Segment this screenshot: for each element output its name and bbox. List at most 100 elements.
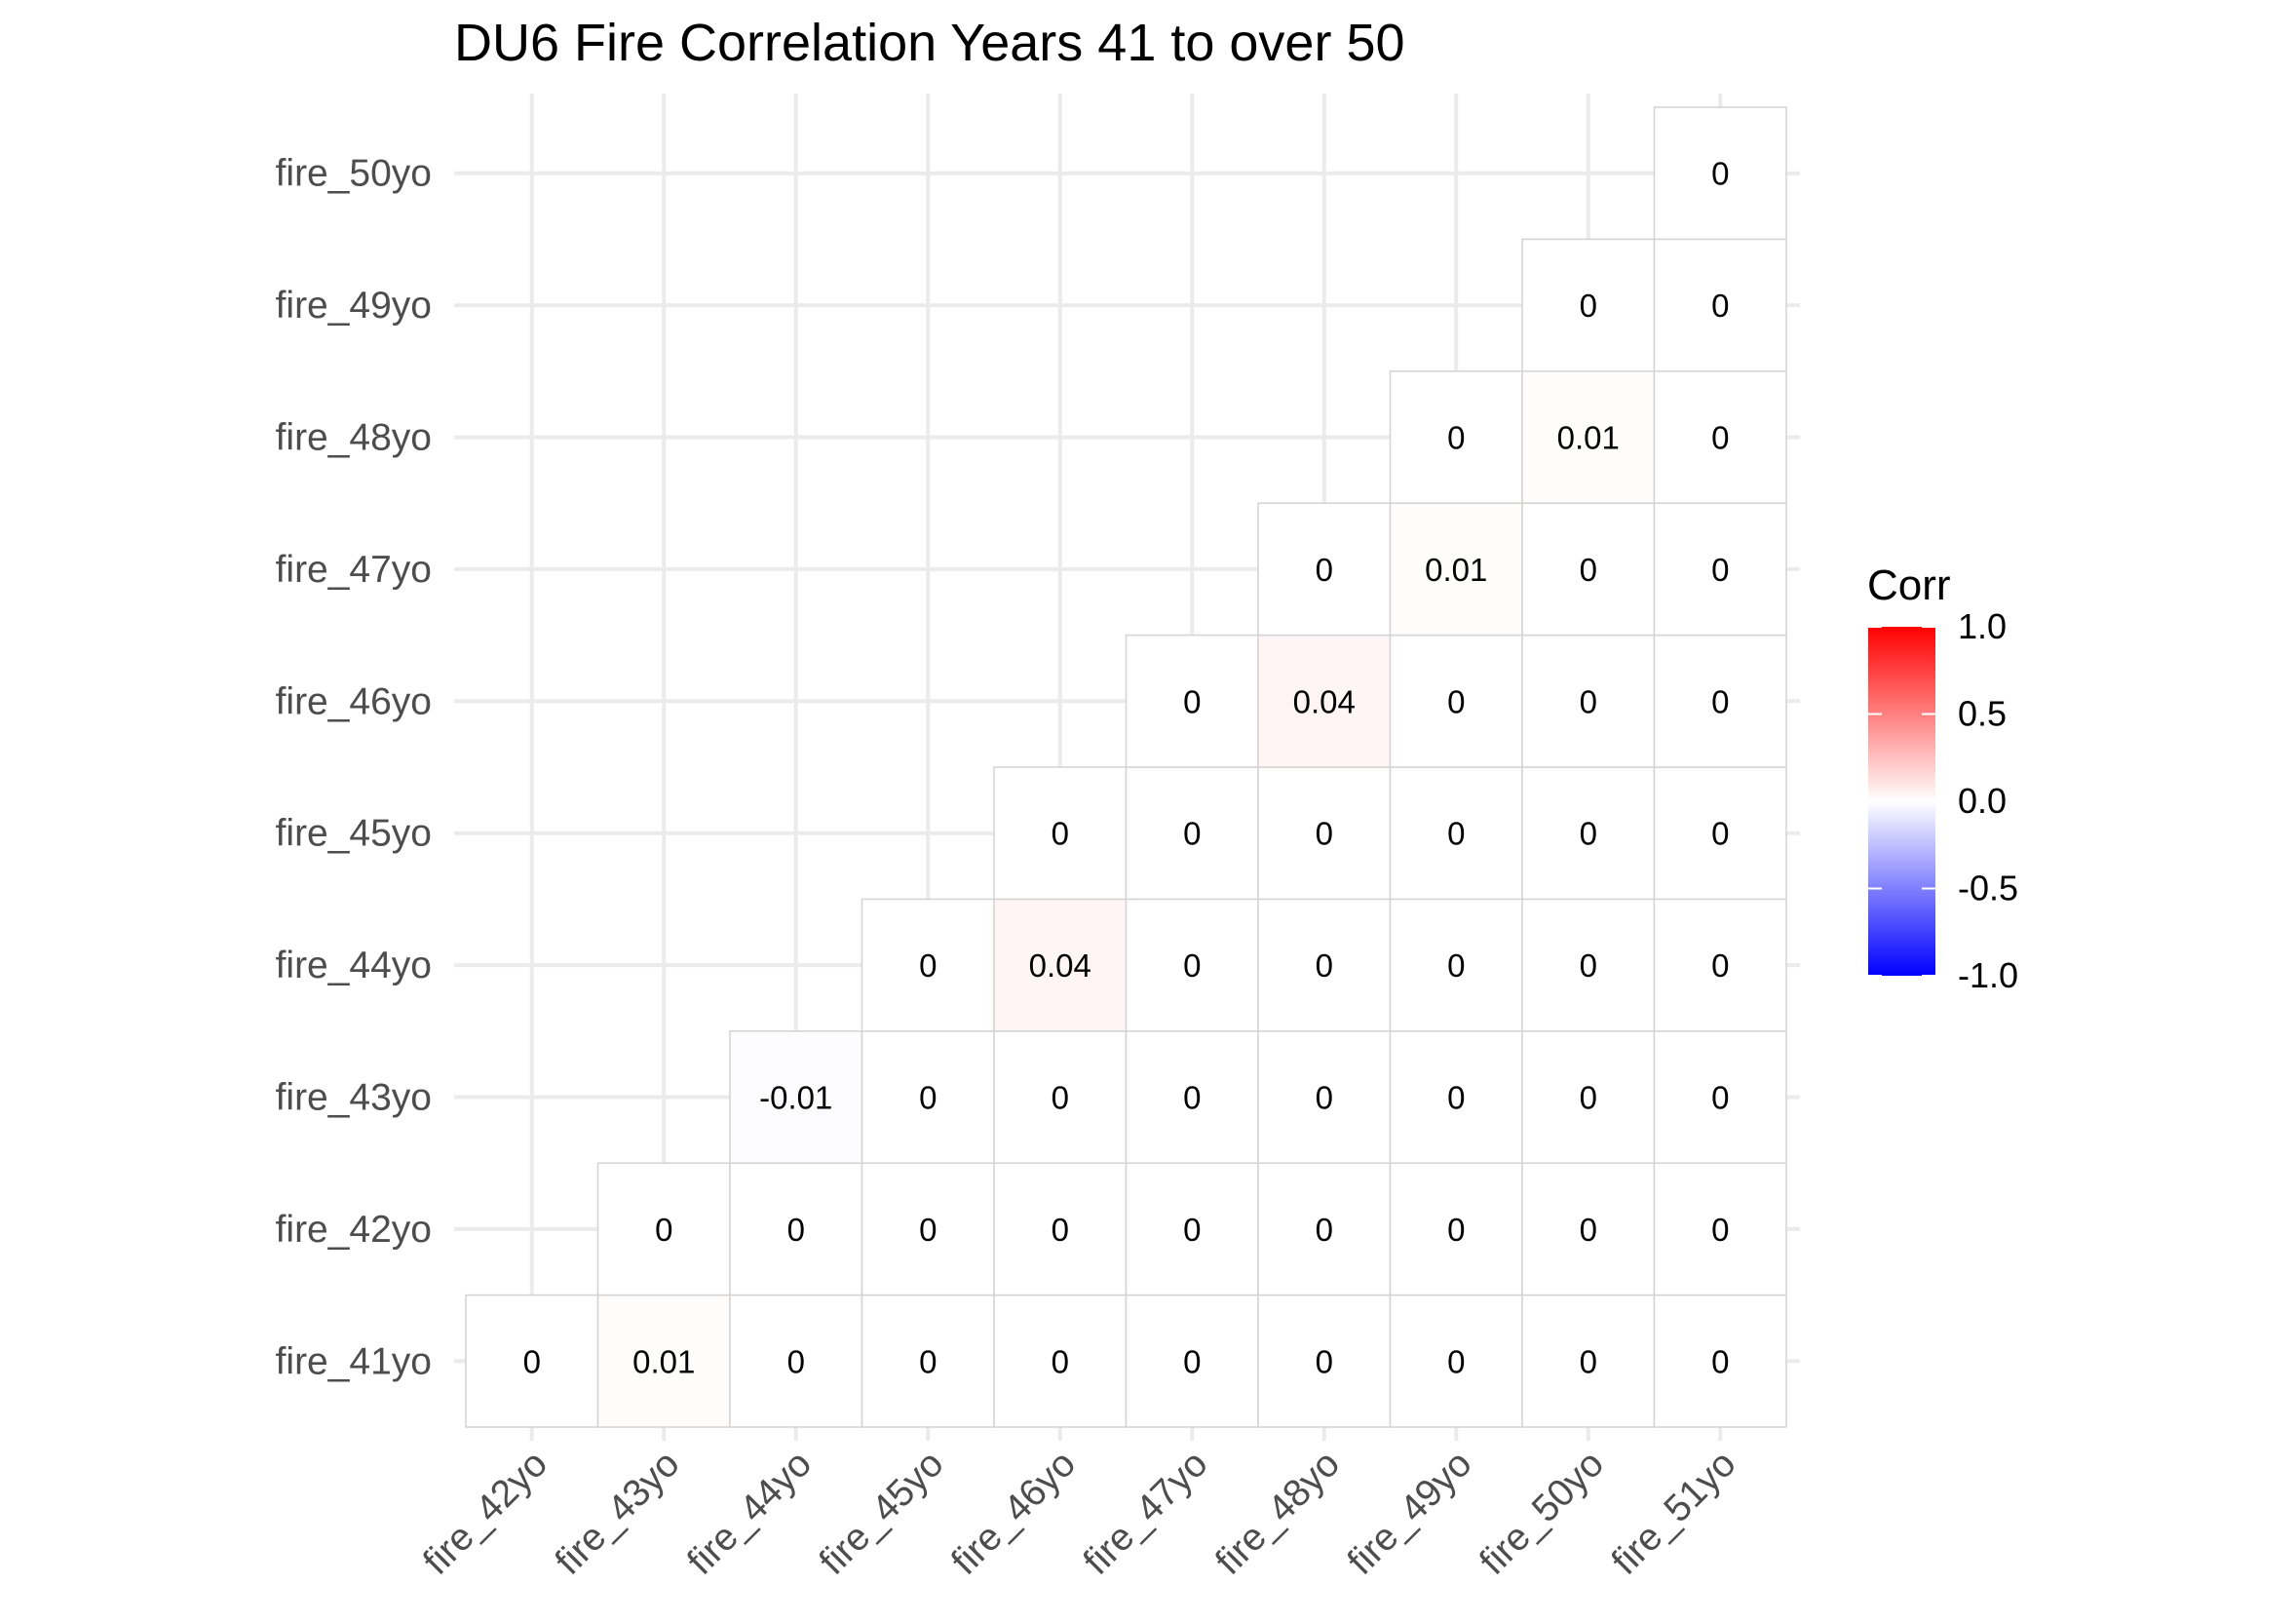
cell-value-label: 0 (787, 1343, 805, 1379)
cell-value-label: 0 (1316, 552, 1333, 588)
heatmap-cell (1653, 634, 1787, 768)
cell-value-label: 0 (1447, 683, 1465, 719)
cell-value-label: 0 (1580, 552, 1597, 588)
cell-value-label: 0.01 (1425, 552, 1487, 588)
heatmap-cells: 0 0.01 0 0 0 0 0 0 0 0 0 0 0 0 0 0 0 0 0 -0.01 0 0 0 0 0 0 0 0 0.04 0… (465, 106, 1787, 1428)
heatmap-cell (1125, 1294, 1259, 1428)
cell-value-label: 0 (1580, 816, 1597, 852)
heatmap-cell (861, 1162, 995, 1296)
heatmap-cell (1653, 106, 1787, 241)
cell-value-label: 0 (1316, 947, 1333, 984)
x-tick-label: fire_48yo (1207, 1443, 1348, 1583)
cell-value-label: 0 (1711, 1343, 1729, 1379)
heatmap-cell (993, 898, 1128, 1032)
heatmap-cell (861, 1294, 995, 1428)
cell-value-label: 0 (1052, 1343, 1069, 1379)
heatmap-cell (1389, 1162, 1523, 1296)
x-tick-label: fire_49yo (1340, 1443, 1480, 1583)
heatmap-cell (729, 1030, 863, 1164)
cell-value-label: 0 (1711, 683, 1729, 719)
x-axis: fire_42yofire_43yofire_44yofire_45yofire… (415, 1443, 1743, 1583)
cell-value-label: 0.01 (632, 1343, 695, 1379)
cell-value-label: 0 (1580, 288, 1597, 324)
cell-value-label: 0 (1447, 1080, 1465, 1116)
y-tick-label: fire_43yo (276, 1077, 432, 1119)
heatmap-cell (993, 766, 1128, 901)
cell-value-label: 0 (1580, 1080, 1597, 1116)
heatmap-cell (1257, 1162, 1392, 1296)
heatmap-cell (1521, 766, 1656, 901)
heatmap-cell (1521, 634, 1656, 768)
cell-value-label: 0 (1447, 1343, 1465, 1379)
y-tick-label: fire_48yo (276, 417, 432, 459)
cell-value-label: 0 (1183, 947, 1201, 984)
y-tick-label: fire_50yo (276, 153, 432, 195)
heatmap-cell (1389, 370, 1523, 504)
cell-value-label: 0 (787, 1212, 805, 1248)
color-legend: Corr 1.0 0.5 0.0 -0.5 -1.0 (1867, 561, 2018, 995)
heatmap-cell (1653, 1030, 1787, 1164)
y-tick-label: fire_45yo (276, 813, 432, 855)
heatmap-cell (729, 1162, 863, 1296)
cell-value-label: -0.01 (759, 1080, 832, 1116)
cell-value-label: 0 (1711, 947, 1729, 984)
x-tick-label: fire_50yo (1472, 1443, 1612, 1583)
legend-tick-label: 1.0 (1958, 606, 2007, 646)
y-tick-label: fire_41yo (276, 1340, 432, 1382)
cell-value-label: 0 (1580, 947, 1597, 984)
x-tick-label: fire_51yo (1604, 1443, 1744, 1583)
heatmap-cell (1521, 1030, 1656, 1164)
legend-tick-label: 0.0 (1958, 781, 2007, 821)
chart-title: DU6 Fire Correlation Years 41 to over 50 (454, 14, 1405, 72)
heatmap-cell (993, 1294, 1128, 1428)
cell-value-label: 0 (1711, 1080, 1729, 1116)
cell-value-label: 0 (1052, 1080, 1069, 1116)
heatmap-cell (729, 1294, 863, 1428)
legend-tick-label: -0.5 (1958, 869, 2018, 908)
cell-value-label: 0 (1316, 816, 1333, 852)
heatmap-cell (1257, 1294, 1392, 1428)
cell-value-label: 0 (1580, 1212, 1597, 1248)
heatmap-cell (596, 1162, 731, 1296)
heatmap-cell (1125, 634, 1259, 768)
x-tick-label: fire_47yo (1076, 1443, 1216, 1583)
y-tick-label: fire_46yo (276, 680, 432, 722)
y-tick-label: fire_47yo (276, 549, 432, 591)
cell-value-label: 0 (919, 1343, 937, 1379)
heatmap-cell (1653, 766, 1787, 901)
heatmap-cell (993, 1030, 1128, 1164)
cell-value-label: 0 (1052, 816, 1069, 852)
y-tick-label: fire_49yo (276, 285, 432, 327)
x-tick-label: fire_46yo (943, 1443, 1084, 1583)
heatmap-cell (1125, 898, 1259, 1032)
legend-tick-label: 0.5 (1958, 694, 2007, 734)
heatmap-cell (861, 898, 995, 1032)
cell-value-label: 0.04 (1029, 947, 1091, 984)
heatmap-cell (1125, 1162, 1259, 1296)
cell-value-label: 0 (1580, 683, 1597, 719)
heatmap-cell (1521, 898, 1656, 1032)
y-tick-label: fire_44yo (276, 945, 432, 986)
cell-value-label: 0 (919, 1212, 937, 1248)
x-tick-label: fire_45yo (812, 1443, 952, 1583)
cell-value-label: 0 (1052, 1212, 1069, 1248)
cell-value-label: 0 (1447, 816, 1465, 852)
heatmap-cell (1653, 502, 1787, 637)
cell-value-label: 0 (1183, 1212, 1201, 1248)
heatmap-cell (1653, 1294, 1787, 1428)
cell-value-label: 0 (523, 1343, 541, 1379)
heatmap-cell (465, 1294, 599, 1428)
cell-value-label: 0 (1447, 1212, 1465, 1248)
cell-value-label: 0 (919, 947, 937, 984)
heatmap-cell (1653, 370, 1787, 504)
legend-tick-label: -1.0 (1958, 955, 2018, 995)
cell-value-label: 0 (1711, 552, 1729, 588)
cell-value-label: 0.01 (1557, 420, 1620, 456)
cell-value-label: 0 (1316, 1343, 1333, 1379)
x-tick-label: fire_44yo (679, 1443, 820, 1583)
cell-value-label: 0 (1711, 156, 1729, 192)
cell-value-label: 0 (1316, 1212, 1333, 1248)
y-axis: fire_41yo fire_42yo fire_43yo fire_44yo fire… (276, 153, 432, 1383)
cell-value-label: 0 (1183, 1080, 1201, 1116)
